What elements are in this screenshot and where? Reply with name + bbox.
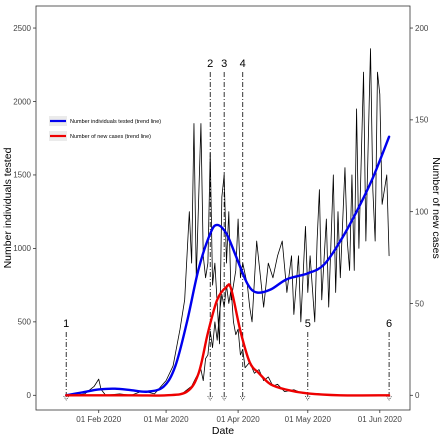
- series-line-number-of-new-cases-daily: [65, 284, 390, 396]
- y-left-tick-label: 1000: [13, 244, 31, 253]
- event-label-4: 4: [240, 58, 246, 70]
- y-left-axis-title: Number individuals tested: [2, 147, 14, 268]
- y-left-tick-label: 500: [18, 318, 32, 327]
- y-right-tick-label: 150: [415, 116, 429, 125]
- x-tick-label: 01 Jun 2020: [358, 415, 403, 424]
- axes: 0 500 1000 1500 2000 2500 0 50 100 150 200 01 Feb 2…: [13, 5, 429, 424]
- plot-frame: [35, 5, 411, 411]
- y-left-tick-label: 2000: [13, 97, 31, 106]
- event-label-3: 3: [221, 58, 227, 70]
- y-right-tick-label: 0: [415, 391, 420, 400]
- series: [65, 48, 391, 397]
- legend-entry-label: Number of new cases (trend line): [70, 134, 151, 140]
- y-left-tick-label: 2500: [13, 24, 31, 33]
- y-right-tick-label: 100: [415, 207, 429, 216]
- event-label-2: 2: [207, 58, 213, 70]
- axis-labels: Date Number individuals tested Number of n…: [2, 147, 440, 437]
- event-arrow-2: [207, 395, 214, 401]
- event-label-6: 6: [386, 318, 392, 330]
- event-arrow-4: [239, 395, 246, 401]
- y-left-tick-label: 1500: [13, 171, 31, 180]
- event-arrow-6: [386, 395, 392, 401]
- event-arrow-3: [221, 395, 227, 401]
- series-line-number-individuals-tested-trend-line: [65, 135, 391, 397]
- event-arrow-5: [304, 395, 311, 401]
- x-tick-label: 01 Apr 2020: [217, 415, 261, 424]
- y-left-tick-label: 0: [27, 391, 32, 400]
- event-arrow-1: [63, 395, 69, 401]
- y-right-axis-title: Number of new cases: [430, 157, 440, 259]
- series-line-number-of-new-cases-trend-line: [65, 283, 391, 397]
- y-right-tick-label: 50: [415, 299, 424, 308]
- x-tick-label: 01 May 2020: [285, 415, 332, 424]
- x-tick-label: 01 Mar 2020: [144, 415, 189, 424]
- y-right-tick-label: 200: [415, 24, 429, 33]
- x-tick-label: 01 Feb 2020: [76, 415, 121, 424]
- event-label-1: 1: [63, 318, 69, 330]
- legend: Number individuals tested (trend line) Nu…: [49, 116, 161, 141]
- series-line-number-individuals-tested-daily: [65, 48, 390, 396]
- legend-entry-label: Number individuals tested (trend line): [70, 119, 161, 125]
- event-label-5: 5: [305, 318, 311, 330]
- x-axis-title: Date: [212, 425, 234, 437]
